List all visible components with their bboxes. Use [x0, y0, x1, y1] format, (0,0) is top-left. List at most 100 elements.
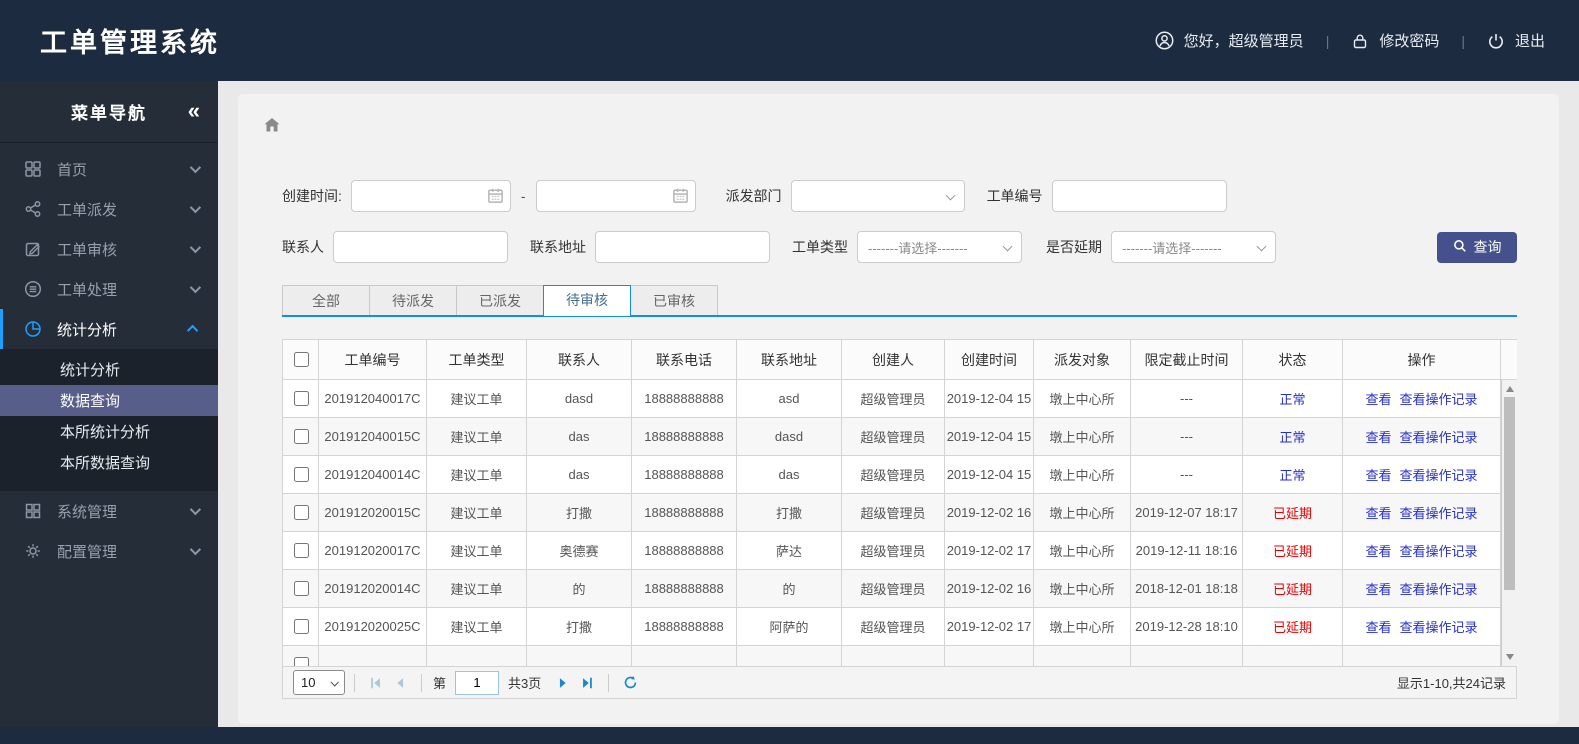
- calendar-icon[interactable]: [487, 187, 504, 209]
- sidebar-title: 菜单导航: [71, 104, 147, 123]
- row-checkbox[interactable]: [293, 619, 309, 634]
- cell-order-no: 201912040015C: [318, 417, 427, 456]
- cell-address: 打撒: [736, 493, 842, 532]
- cell-contact: 奥德赛: [526, 531, 632, 570]
- tab-pending-dispatch[interactable]: 待派发: [369, 285, 457, 315]
- pie-chart-icon: [24, 320, 42, 338]
- orders-table-zone: 工单编号 工单类型 联系人 联系电话 联系地址 创建人 创建时间 派发对象 限定…: [282, 339, 1517, 666]
- table-row: 201912020015C 建议工单 打撒 18888888888 打撒 超级管理员 201…: [282, 493, 1518, 532]
- sidebar-item-review[interactable]: 工单审核: [0, 229, 218, 269]
- cell-address: das: [736, 455, 842, 494]
- view-link[interactable]: 查看: [1365, 620, 1392, 635]
- cell-type: 建议工单: [426, 607, 527, 646]
- sidebar-collapse-icon[interactable]: «: [187, 97, 200, 123]
- view-log-link[interactable]: 查看操作记录: [1399, 506, 1478, 521]
- order-no-label: 工单编号: [986, 188, 1043, 204]
- address-input[interactable]: [595, 231, 770, 263]
- col-scrollbar-spacer: [1500, 339, 1517, 380]
- view-link[interactable]: 查看: [1365, 392, 1392, 407]
- submenu-item-local-data-query[interactable]: 本所数据查询: [0, 447, 218, 478]
- cell-status: 正常: [1242, 455, 1343, 494]
- scroll-down-icon[interactable]: [1506, 654, 1514, 660]
- view-log-link[interactable]: 查看操作记录: [1399, 430, 1478, 445]
- orders-table: 工单编号 工单类型 联系人 联系电话 联系地址 创建人 创建时间 派发对象 限定…: [282, 339, 1517, 666]
- sidebar-item-label: 工单处理: [57, 281, 118, 299]
- view-link[interactable]: 查看: [1365, 468, 1392, 483]
- cell-actions: 查看 查看操作记录: [1342, 455, 1501, 494]
- calendar-icon[interactable]: [672, 187, 689, 209]
- cell-empty: [318, 645, 427, 666]
- cell-phone: 18888888888: [631, 417, 737, 456]
- order-type-label: 工单类型: [792, 239, 848, 255]
- sidebar-item-process[interactable]: 工单处理: [0, 269, 218, 309]
- view-link[interactable]: 查看: [1365, 544, 1392, 559]
- view-link[interactable]: 查看: [1365, 430, 1392, 445]
- submenu-item-data-query[interactable]: 数据查询: [0, 385, 218, 416]
- row-checkbox[interactable]: [293, 543, 309, 558]
- submenu-item-statistics-analysis[interactable]: 统计分析: [0, 354, 218, 385]
- page-size-select[interactable]: 10: [293, 670, 345, 695]
- table-vertical-scrollbar[interactable]: [1501, 380, 1517, 666]
- refresh-button[interactable]: [618, 672, 642, 694]
- row-checkbox[interactable]: [293, 581, 309, 596]
- view-log-link[interactable]: 查看操作记录: [1399, 468, 1478, 483]
- last-page-button[interactable]: [575, 672, 599, 694]
- sidebar-item-system[interactable]: 系统管理: [0, 491, 218, 531]
- cell-type: 建议工单: [426, 455, 527, 494]
- view-link[interactable]: 查看: [1365, 582, 1392, 597]
- separator: |: [1461, 32, 1465, 49]
- view-log-link[interactable]: 查看操作记录: [1399, 620, 1478, 635]
- tab-all[interactable]: 全部: [282, 285, 370, 315]
- logout-button[interactable]: 退出: [1487, 30, 1545, 51]
- page-number-input[interactable]: [455, 670, 500, 695]
- tab-reviewed[interactable]: 已审核: [630, 285, 718, 315]
- created-time-end-input[interactable]: [535, 180, 696, 212]
- row-checkbox[interactable]: [293, 391, 309, 406]
- view-log-link[interactable]: 查看操作记录: [1399, 544, 1478, 559]
- row-select-cell: [282, 569, 319, 608]
- tab-dispatched[interactable]: 已派发: [456, 285, 544, 315]
- view-log-link[interactable]: 查看操作记录: [1399, 582, 1478, 597]
- scroll-up-icon[interactable]: [1506, 386, 1514, 392]
- cell-phone: 18888888888: [631, 379, 737, 418]
- address-label: 联系地址: [530, 239, 586, 255]
- user-greeting[interactable]: 您好，超级管理员: [1155, 30, 1304, 51]
- chevron-down-icon: [189, 241, 202, 254]
- table-body: 201912040017C 建议工单 dasd 18888888888 asd 超级管理员…: [282, 379, 1518, 666]
- sidebar-item-dispatch[interactable]: 工单派发: [0, 189, 218, 229]
- row-checkbox[interactable]: [293, 429, 309, 444]
- cell-empty: [1130, 645, 1243, 666]
- dispatch-dept-select[interactable]: [790, 180, 965, 212]
- sidebar-item-statistics[interactable]: 统计分析: [0, 309, 218, 349]
- created-time-start-input[interactable]: [350, 180, 511, 212]
- row-select-cell: [282, 379, 319, 418]
- order-no-input[interactable]: [1051, 180, 1227, 212]
- total-pages-label: 共3页: [508, 676, 542, 691]
- select-all-checkbox[interactable]: [293, 352, 309, 367]
- submenu-label: 本所统计分析: [60, 424, 151, 441]
- delay-select[interactable]: -------请选择-------: [1111, 231, 1276, 263]
- scrollbar-thumb[interactable]: [1504, 397, 1515, 590]
- sidebar-item-label: 工单审核: [57, 241, 118, 259]
- search-button[interactable]: 查询: [1437, 231, 1517, 263]
- order-type-select[interactable]: -------请选择-------: [857, 231, 1022, 263]
- submenu-item-local-statistics[interactable]: 本所统计分析: [0, 416, 218, 447]
- table-row: 201912020017C 建议工单 奥德赛 18888888888 萨达 超级管理员 20…: [282, 531, 1518, 570]
- first-page-button[interactable]: [364, 672, 388, 694]
- cell-creator: 超级管理员: [841, 379, 945, 418]
- prev-page-button[interactable]: [388, 672, 412, 694]
- view-log-link[interactable]: 查看操作记录: [1399, 392, 1478, 407]
- sidebar-item-config[interactable]: 配置管理: [0, 531, 218, 571]
- contact-input[interactable]: [333, 231, 508, 263]
- records-summary: 显示1-10,共24记录: [1396, 676, 1506, 691]
- tab-pending-review[interactable]: 待审核: [543, 285, 631, 316]
- row-checkbox[interactable]: [293, 657, 309, 666]
- sidebar-item-home[interactable]: 首页: [0, 149, 218, 189]
- view-link[interactable]: 查看: [1365, 506, 1392, 521]
- next-page-button[interactable]: [551, 672, 575, 694]
- change-password-button[interactable]: 修改密码: [1351, 30, 1439, 51]
- row-checkbox[interactable]: [293, 467, 309, 482]
- home-icon[interactable]: [262, 115, 282, 140]
- row-checkbox[interactable]: [293, 505, 309, 520]
